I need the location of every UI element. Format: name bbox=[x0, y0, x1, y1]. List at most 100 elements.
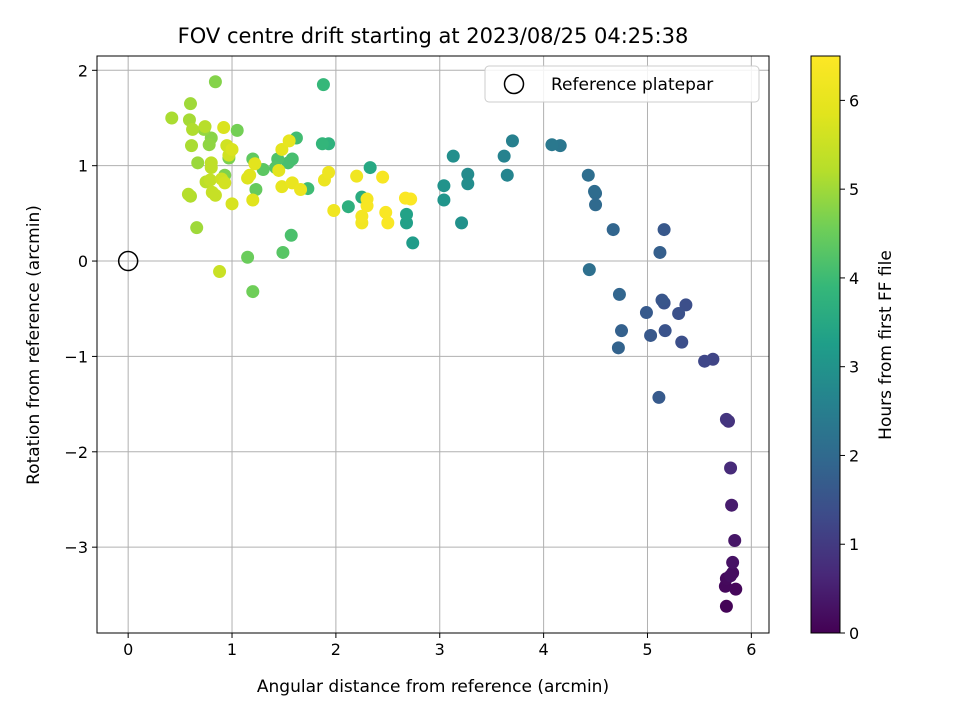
data-point bbox=[698, 354, 712, 368]
data-point bbox=[719, 412, 733, 426]
data-point bbox=[225, 142, 239, 156]
data-point bbox=[437, 179, 451, 193]
y-tick-label: 2 bbox=[78, 61, 88, 80]
data-point bbox=[545, 138, 559, 152]
data-point bbox=[644, 328, 658, 342]
data-point bbox=[191, 156, 205, 170]
x-tick-label: 4 bbox=[539, 640, 549, 659]
data-point bbox=[363, 161, 377, 175]
data-point bbox=[497, 149, 511, 163]
grid-lines bbox=[97, 56, 769, 633]
data-point bbox=[203, 173, 217, 187]
data-point bbox=[729, 582, 743, 596]
colorbar-ticks: 0 1 2 3 4 5 6 bbox=[840, 91, 859, 643]
data-point bbox=[728, 533, 742, 547]
data-point bbox=[582, 263, 596, 277]
x-tick-label: 2 bbox=[331, 640, 341, 659]
data-point bbox=[230, 123, 244, 137]
legend: Reference platepar bbox=[484, 65, 760, 103]
colorbar-tick-label: 0 bbox=[849, 624, 859, 643]
data-point bbox=[294, 183, 308, 197]
data-point bbox=[437, 193, 451, 207]
data-point bbox=[322, 165, 336, 179]
data-point bbox=[652, 390, 666, 404]
data-point bbox=[461, 177, 475, 191]
data-point bbox=[675, 335, 689, 349]
data-point bbox=[284, 228, 298, 242]
data-point bbox=[208, 75, 222, 89]
data-point bbox=[581, 168, 595, 182]
data-point bbox=[225, 197, 239, 211]
colorbar-gradient bbox=[810, 55, 841, 634]
data-point bbox=[249, 183, 263, 197]
y-tick-label: 0 bbox=[78, 252, 88, 271]
data-point bbox=[500, 168, 514, 182]
reference-marker bbox=[117, 250, 139, 272]
colorbar: 0 1 2 3 4 5 6 Hours from first FF file bbox=[810, 55, 896, 643]
chart-title: FOV centre drift starting at 2023/08/25 … bbox=[178, 24, 689, 48]
data-point bbox=[400, 207, 414, 221]
data-point bbox=[316, 78, 330, 92]
legend-box bbox=[484, 65, 760, 103]
x-axis-label: Angular distance from reference (arcmin) bbox=[257, 677, 609, 697]
x-tick-label: 1 bbox=[227, 640, 237, 659]
data-point bbox=[611, 341, 625, 355]
colorbar-tick-label: 4 bbox=[849, 269, 859, 288]
data-point bbox=[355, 209, 369, 223]
data-point bbox=[379, 205, 393, 219]
y-axis: 2 1 0 −1 −2 −3 bbox=[64, 61, 97, 557]
data-point bbox=[165, 111, 179, 125]
data-point bbox=[376, 170, 390, 184]
data-point bbox=[341, 200, 355, 214]
data-point bbox=[658, 324, 672, 338]
data-point bbox=[281, 156, 295, 170]
data-point bbox=[213, 265, 227, 279]
data-point bbox=[653, 245, 667, 259]
legend-marker bbox=[503, 73, 525, 95]
data-point bbox=[218, 176, 232, 190]
data-point bbox=[243, 168, 257, 182]
data-point bbox=[241, 250, 255, 264]
colorbar-tick-label: 5 bbox=[849, 180, 859, 199]
data-point bbox=[190, 221, 204, 235]
data-point bbox=[202, 138, 216, 152]
y-tick-label: −1 bbox=[64, 347, 88, 366]
y-tick-label: −3 bbox=[64, 538, 88, 557]
colorbar-tick-label: 1 bbox=[849, 535, 859, 554]
data-point bbox=[606, 223, 620, 237]
data-point bbox=[615, 324, 629, 338]
x-tick-label: 0 bbox=[123, 640, 133, 659]
data-point bbox=[724, 461, 738, 475]
data-point bbox=[724, 569, 738, 583]
data-point bbox=[350, 169, 364, 183]
data-point bbox=[404, 192, 418, 206]
y-tick-label: 1 bbox=[78, 157, 88, 176]
data-point bbox=[360, 199, 374, 213]
data-point bbox=[198, 120, 212, 134]
plot-frame bbox=[96, 55, 770, 634]
data-point bbox=[725, 498, 739, 512]
data-point bbox=[679, 298, 693, 312]
x-axis: 0 1 2 3 4 5 6 bbox=[123, 633, 756, 659]
data-point bbox=[181, 187, 195, 201]
data-point bbox=[246, 285, 260, 299]
data-point bbox=[406, 236, 420, 250]
data-point bbox=[588, 184, 602, 198]
x-tick-label: 6 bbox=[746, 640, 756, 659]
y-tick-label: −2 bbox=[64, 443, 88, 462]
data-point bbox=[276, 245, 290, 259]
data-points bbox=[165, 75, 743, 613]
data-point bbox=[446, 149, 460, 163]
data-point bbox=[204, 156, 218, 170]
colorbar-tick-label: 2 bbox=[849, 446, 859, 465]
data-point bbox=[246, 193, 260, 207]
data-point bbox=[639, 306, 653, 320]
data-point bbox=[655, 293, 669, 307]
data-point bbox=[455, 216, 469, 230]
data-point bbox=[272, 163, 286, 177]
x-tick-label: 3 bbox=[435, 640, 445, 659]
data-point bbox=[275, 142, 289, 156]
data-point bbox=[672, 307, 686, 321]
y-axis-label: Rotation from reference (arcmin) bbox=[24, 205, 44, 485]
